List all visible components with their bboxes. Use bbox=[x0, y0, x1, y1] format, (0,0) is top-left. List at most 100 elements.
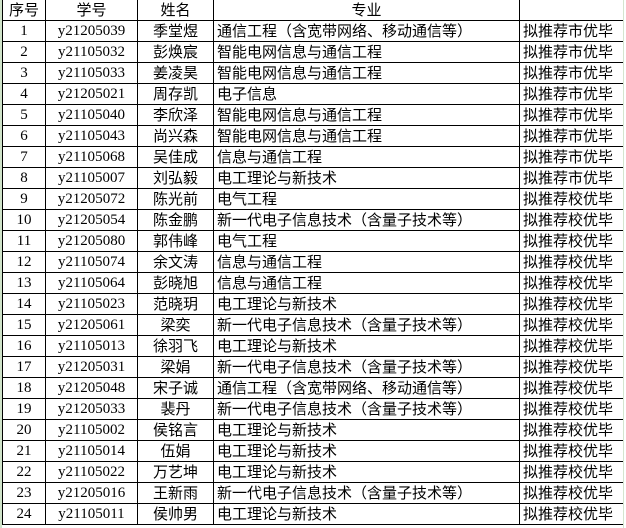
cell-recommendation[interactable]: 拟推荐市优毕 bbox=[519, 125, 624, 147]
cell-name[interactable]: 梁娟 bbox=[137, 356, 214, 378]
cell-student-id[interactable]: y21205061 bbox=[45, 314, 138, 336]
cell-seq[interactable]: 16 bbox=[2, 335, 46, 357]
cell-student-id[interactable]: y21105043 bbox=[45, 125, 138, 147]
header-recommendation[interactable] bbox=[519, 0, 624, 21]
cell-student-id[interactable]: y21105032 bbox=[45, 41, 138, 63]
cell-major[interactable]: 智能电网信息与通信工程 bbox=[213, 41, 520, 63]
cell-major[interactable]: 电工理论与新技术 bbox=[213, 167, 520, 189]
cell-name[interactable]: 伍娟 bbox=[137, 440, 214, 462]
cell-student-id[interactable]: y21105002 bbox=[45, 419, 138, 441]
cell-recommendation[interactable]: 拟推荐校优毕 bbox=[519, 272, 624, 294]
cell-student-id[interactable]: y21205048 bbox=[45, 377, 138, 399]
cell-major[interactable]: 新一代电子信息技术（含量子技术等） bbox=[213, 482, 520, 504]
cell-seq[interactable]: 13 bbox=[2, 272, 46, 294]
cell-student-id[interactable]: y21105014 bbox=[45, 440, 138, 462]
cell-recommendation[interactable]: 拟推荐市优毕 bbox=[519, 20, 624, 42]
cell-major[interactable]: 新一代电子信息技术（含量子技术等） bbox=[213, 209, 520, 231]
cell-recommendation[interactable]: 拟推荐市优毕 bbox=[519, 167, 624, 189]
cell-recommendation[interactable]: 拟推荐校优毕 bbox=[519, 419, 624, 441]
cell-major[interactable]: 电工理论与新技术 bbox=[213, 293, 520, 315]
cell-seq[interactable]: 18 bbox=[2, 377, 46, 399]
cell-recommendation[interactable]: 拟推荐校优毕 bbox=[519, 356, 624, 378]
cell-major[interactable]: 电工理论与新技术 bbox=[213, 419, 520, 441]
cell-recommendation[interactable]: 拟推荐市优毕 bbox=[519, 146, 624, 168]
cell-student-id[interactable]: y21205016 bbox=[45, 482, 138, 504]
cell-recommendation[interactable]: 拟推荐校优毕 bbox=[519, 293, 624, 315]
header-major[interactable]: 专业 bbox=[213, 0, 520, 21]
cell-recommendation[interactable]: 拟推荐市优毕 bbox=[519, 41, 624, 63]
cell-recommendation[interactable]: 拟推荐校优毕 bbox=[519, 482, 624, 504]
cell-recommendation[interactable]: 拟推荐校优毕 bbox=[519, 335, 624, 357]
cell-major[interactable]: 电气工程 bbox=[213, 188, 520, 210]
cell-student-id[interactable]: y21105040 bbox=[45, 104, 138, 126]
cell-recommendation[interactable]: 拟推荐校优毕 bbox=[519, 188, 624, 210]
header-name[interactable]: 姓名 bbox=[137, 0, 214, 21]
cell-student-id[interactable]: y21205080 bbox=[45, 230, 138, 252]
cell-seq[interactable]: 10 bbox=[2, 209, 46, 231]
cell-name[interactable]: 郭伟峰 bbox=[137, 230, 214, 252]
header-seq[interactable]: 序号 bbox=[2, 0, 46, 21]
cell-seq[interactable]: 6 bbox=[2, 125, 46, 147]
cell-major[interactable]: 电工理论与新技术 bbox=[213, 503, 520, 525]
cell-recommendation[interactable]: 拟推荐校优毕 bbox=[519, 461, 624, 483]
cell-recommendation[interactable]: 拟推荐校优毕 bbox=[519, 440, 624, 462]
cell-major[interactable]: 新一代电子信息技术（含量子技术等） bbox=[213, 356, 520, 378]
cell-name[interactable]: 徐羽飞 bbox=[137, 335, 214, 357]
cell-recommendation[interactable]: 拟推荐校优毕 bbox=[519, 503, 624, 525]
cell-student-id[interactable]: y21205054 bbox=[45, 209, 138, 231]
cell-seq[interactable]: 22 bbox=[2, 461, 46, 483]
cell-seq[interactable]: 17 bbox=[2, 356, 46, 378]
cell-major[interactable]: 智能电网信息与通信工程 bbox=[213, 125, 520, 147]
cell-student-id[interactable]: y21105011 bbox=[45, 503, 138, 525]
cell-name[interactable]: 裴丹 bbox=[137, 398, 214, 420]
cell-major[interactable]: 新一代电子信息技术（含量子技术等） bbox=[213, 398, 520, 420]
cell-seq[interactable]: 20 bbox=[2, 419, 46, 441]
cell-student-id[interactable]: y21105068 bbox=[45, 146, 138, 168]
cell-seq[interactable]: 19 bbox=[2, 398, 46, 420]
cell-name[interactable]: 姜凌昊 bbox=[137, 62, 214, 84]
cell-student-id[interactable]: y21105023 bbox=[45, 293, 138, 315]
header-student-id[interactable]: 学号 bbox=[45, 0, 138, 21]
cell-student-id[interactable]: y21105074 bbox=[45, 251, 138, 273]
cell-major[interactable]: 通信工程（含宽带网络、移动通信等） bbox=[213, 20, 520, 42]
cell-major[interactable]: 智能电网信息与通信工程 bbox=[213, 62, 520, 84]
cell-seq[interactable]: 24 bbox=[2, 503, 46, 525]
cell-name[interactable]: 周存凯 bbox=[137, 83, 214, 105]
cell-name[interactable]: 万艺坤 bbox=[137, 461, 214, 483]
cell-seq[interactable]: 1 bbox=[2, 20, 46, 42]
cell-student-id[interactable]: y21105064 bbox=[45, 272, 138, 294]
cell-name[interactable]: 宋子诚 bbox=[137, 377, 214, 399]
cell-name[interactable]: 刘弘毅 bbox=[137, 167, 214, 189]
cell-student-id[interactable]: y21105033 bbox=[45, 62, 138, 84]
cell-recommendation[interactable]: 拟推荐市优毕 bbox=[519, 83, 624, 105]
cell-name[interactable]: 余文涛 bbox=[137, 251, 214, 273]
cell-student-id[interactable]: y21205072 bbox=[45, 188, 138, 210]
cell-major[interactable]: 电工理论与新技术 bbox=[213, 461, 520, 483]
cell-seq[interactable]: 9 bbox=[2, 188, 46, 210]
cell-seq[interactable]: 11 bbox=[2, 230, 46, 252]
cell-recommendation[interactable]: 拟推荐市优毕 bbox=[519, 62, 624, 84]
cell-recommendation[interactable]: 拟推荐校优毕 bbox=[519, 314, 624, 336]
cell-name[interactable]: 吴佳成 bbox=[137, 146, 214, 168]
cell-name[interactable]: 李欣泽 bbox=[137, 104, 214, 126]
cell-student-id[interactable]: y21205039 bbox=[45, 20, 138, 42]
cell-recommendation[interactable]: 拟推荐校优毕 bbox=[519, 398, 624, 420]
cell-name[interactable]: 梁奕 bbox=[137, 314, 214, 336]
cell-name[interactable]: 彭焕宸 bbox=[137, 41, 214, 63]
cell-student-id[interactable]: y21205021 bbox=[45, 83, 138, 105]
cell-major[interactable]: 智能电网信息与通信工程 bbox=[213, 104, 520, 126]
cell-student-id[interactable]: y21205031 bbox=[45, 356, 138, 378]
cell-name[interactable]: 范晓玥 bbox=[137, 293, 214, 315]
cell-major[interactable]: 信息与通信工程 bbox=[213, 272, 520, 294]
cell-recommendation[interactable]: 拟推荐校优毕 bbox=[519, 377, 624, 399]
cell-seq[interactable]: 7 bbox=[2, 146, 46, 168]
cell-seq[interactable]: 5 bbox=[2, 104, 46, 126]
cell-major[interactable]: 电工理论与新技术 bbox=[213, 440, 520, 462]
cell-student-id[interactable]: y21205033 bbox=[45, 398, 138, 420]
cell-name[interactable]: 侯帅男 bbox=[137, 503, 214, 525]
cell-major[interactable]: 信息与通信工程 bbox=[213, 251, 520, 273]
cell-recommendation[interactable]: 拟推荐校优毕 bbox=[519, 230, 624, 252]
cell-seq[interactable]: 14 bbox=[2, 293, 46, 315]
cell-seq[interactable]: 2 bbox=[2, 41, 46, 63]
cell-seq[interactable]: 21 bbox=[2, 440, 46, 462]
